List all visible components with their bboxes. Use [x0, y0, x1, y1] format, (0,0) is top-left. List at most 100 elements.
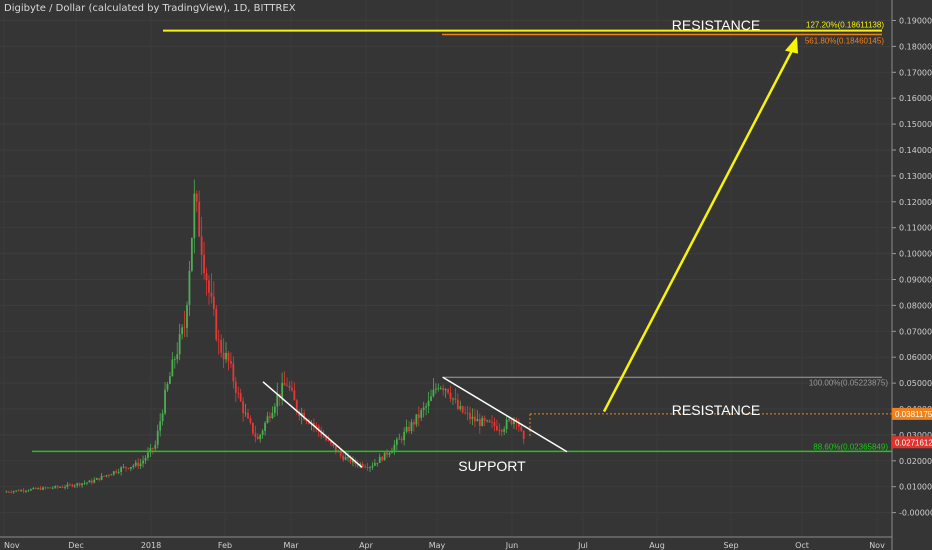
candle-body — [166, 383, 169, 390]
candle-body — [71, 484, 74, 487]
y-tick-label: 0.05000000 — [899, 379, 932, 388]
candle-body — [312, 422, 315, 426]
candle-body — [76, 483, 79, 486]
candle-body — [120, 467, 123, 472]
candle-body — [159, 421, 162, 431]
candle-body — [342, 455, 345, 460]
y-tick-label: 0.07000000 — [899, 327, 932, 336]
candle-body — [227, 352, 230, 361]
candle-body — [400, 438, 403, 441]
candle-body — [415, 414, 418, 425]
candle-body — [132, 465, 135, 467]
candle-body — [398, 438, 401, 440]
candle-body — [352, 459, 354, 463]
candle-body — [64, 486, 66, 488]
fib-88-label: 88.60%(0.02365849) — [813, 442, 888, 451]
candle-body — [432, 389, 435, 397]
candle-body — [239, 392, 242, 402]
candle-body — [93, 479, 96, 483]
time-axis[interactable]: Nov Dec 2018 Feb Mar Apr May Jun Jul Aug Sep Oct Nov — [0, 536, 892, 550]
candle-body — [81, 483, 83, 486]
candle-body — [129, 466, 132, 469]
candle-body — [393, 444, 396, 451]
x-tick-label: May — [429, 541, 446, 550]
candle-body — [513, 419, 515, 425]
candle-body — [495, 426, 498, 431]
candle-body — [469, 412, 471, 420]
y-tick-label: 0.13000000 — [899, 172, 932, 181]
candle-body — [7, 491, 10, 493]
candle-body — [56, 486, 59, 488]
candle-body — [66, 484, 69, 487]
candle-body — [378, 456, 381, 463]
candle-body — [276, 393, 279, 407]
y-tick-label: 0.12000000 — [899, 198, 932, 207]
candle-body — [449, 392, 452, 399]
candle-body — [491, 422, 493, 423]
y-tick-label: 0.17000000 — [899, 68, 932, 77]
candle-body — [215, 308, 218, 340]
candle-body — [110, 474, 113, 476]
candle-body — [325, 437, 327, 441]
candle-body — [134, 462, 137, 466]
candle-body — [242, 401, 245, 414]
candle-body — [117, 471, 120, 473]
candle-body — [410, 422, 413, 432]
candle-body — [488, 420, 491, 423]
candle-body — [376, 462, 379, 464]
candle-body — [371, 465, 374, 468]
candle-body — [210, 292, 213, 297]
y-tick-label: 0.01000000 — [899, 483, 932, 492]
candle-body — [144, 457, 147, 461]
candle-body — [452, 398, 454, 400]
x-tick-label: Dec — [68, 541, 83, 550]
candle-body — [464, 412, 467, 414]
candle-body — [237, 392, 240, 394]
candle-body — [234, 381, 237, 393]
candle-body — [86, 482, 88, 484]
candle-body — [193, 193, 196, 239]
candle-body — [461, 406, 464, 413]
trendline-1 — [262, 381, 363, 468]
candle-body — [161, 413, 164, 422]
candle-body — [154, 444, 157, 449]
candle-body — [439, 388, 442, 389]
candle-body — [510, 419, 513, 425]
candle-body — [73, 485, 76, 487]
y-tick-label: 0.11000000 — [899, 224, 932, 233]
y-tick-label: 0.06000000 — [899, 353, 932, 362]
projection-arrow-head — [785, 36, 798, 54]
candle-body — [5, 491, 8, 493]
candle-body — [408, 426, 410, 432]
candle-body — [17, 490, 20, 492]
candle-body — [373, 463, 376, 466]
candle-body — [471, 416, 474, 420]
candle-body — [259, 434, 262, 440]
candle-body — [15, 490, 18, 492]
candle-body — [142, 460, 144, 464]
candle-body — [198, 201, 201, 237]
y-tick-label: 0.02000000 — [899, 457, 932, 466]
y-tick-label: 0.16000000 — [899, 94, 932, 103]
candle-body — [459, 406, 462, 409]
candle-body — [288, 385, 291, 388]
price-axis[interactable]: 0.19000000 0.18000000 0.17000000 0.16000000… — [891, 0, 932, 550]
candle-body — [22, 490, 25, 492]
x-tick-label: Jun — [505, 541, 519, 550]
fib-561-label: 561.80%(0.18460145) — [805, 36, 885, 45]
y-tick-label: 0.18000000 — [899, 42, 932, 51]
candle-body — [305, 419, 308, 422]
candle-body — [264, 422, 266, 431]
candle-body — [293, 390, 296, 401]
candle-body — [61, 487, 64, 488]
candle-body — [476, 419, 479, 422]
candle-body — [203, 254, 205, 274]
candle-body — [12, 491, 15, 493]
candle-body — [295, 400, 298, 412]
candle-body — [364, 466, 367, 468]
candle-body — [20, 490, 22, 492]
candle-body — [34, 488, 37, 489]
resistance-top-text: RESISTANCE — [672, 17, 760, 33]
candle-body — [417, 414, 420, 418]
